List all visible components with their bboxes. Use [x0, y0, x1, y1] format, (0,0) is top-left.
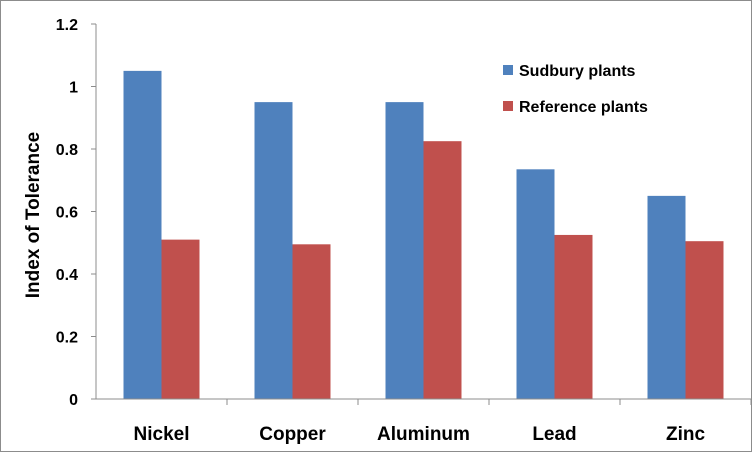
legend: Sudbury plants Reference plants	[503, 63, 648, 116]
y-tick-label: 1.2	[56, 17, 78, 34]
bar-reference-plants-zinc	[685, 241, 724, 399]
y-tick-label: 0.8	[56, 142, 78, 159]
bar-sudbury-plants-lead	[516, 169, 555, 399]
bar-sudbury-plants-nickel	[123, 70, 162, 399]
legend-label-reference-plants: Reference plants	[519, 99, 648, 116]
bar-reference-plants-lead	[554, 234, 593, 399]
bar-reference-plants-copper	[292, 244, 331, 399]
legend-swatch-reference-plants	[503, 101, 513, 111]
x-axis-ticks: Nickel Copper Aluminum Lead Zinc	[134, 424, 706, 445]
x-tick-label: Copper	[259, 424, 326, 445]
bar-sudbury-plants-zinc	[647, 195, 686, 399]
legend-label-sudbury-plants: Sudbury plants	[519, 63, 636, 80]
x-tick-label: Aluminum	[377, 424, 470, 445]
bar-reference-plants-nickel	[161, 239, 200, 399]
y-tick-label: 0.2	[56, 330, 78, 347]
y-axis-ticks: 0 0.2 0.4 0.6 0.8 1 1.2	[56, 17, 78, 409]
y-tick-label: 0.4	[56, 267, 78, 284]
x-tick-label: Lead	[532, 424, 576, 445]
x-tick-label: Zinc	[666, 424, 705, 445]
legend-swatch-sudbury-plants	[503, 65, 513, 75]
bar-reference-plants-aluminum	[423, 141, 462, 399]
y-tick-label: 0.6	[56, 205, 78, 222]
y-axis-title: Index of Tolerance	[23, 132, 44, 298]
bar-sudbury-plants-copper	[254, 102, 293, 399]
bar-sudbury-plants-aluminum	[385, 102, 424, 399]
bars	[123, 70, 724, 399]
y-tick-label: 1	[69, 80, 78, 97]
x-tick-label: Nickel	[134, 424, 190, 445]
y-tick-label: 0	[69, 392, 78, 409]
